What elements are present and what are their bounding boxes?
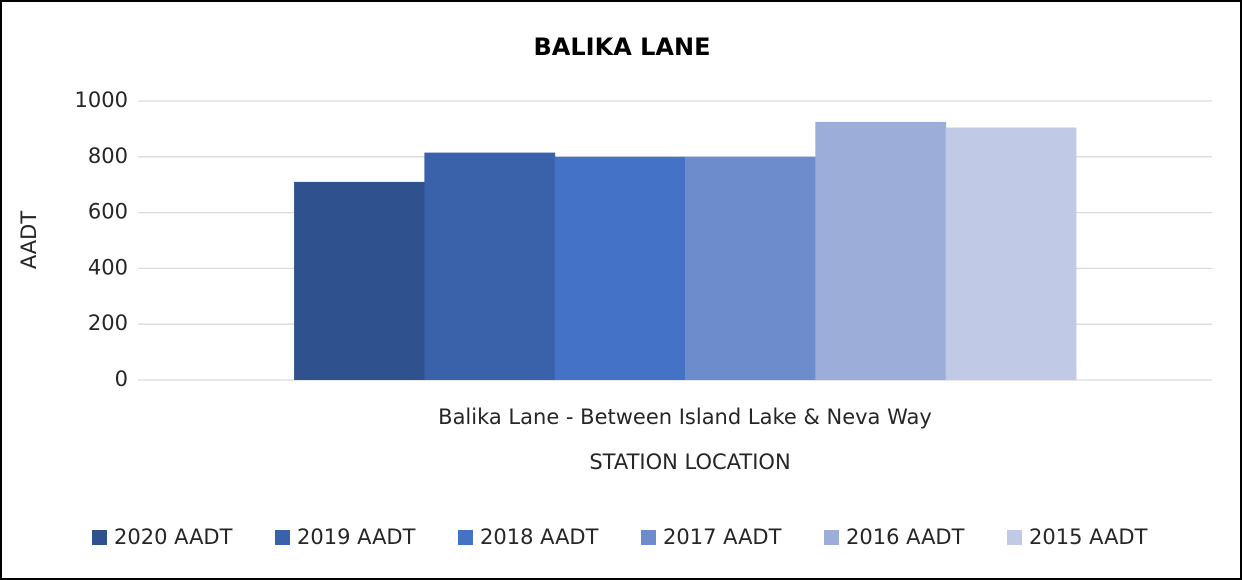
- bar: [424, 152, 556, 380]
- x-tick-label: Balika Lane - Between Island Lake & Neva…: [438, 405, 932, 429]
- legend-label: 2019 AADT: [297, 525, 416, 549]
- legend-label: 2017 AADT: [663, 525, 782, 549]
- legend-swatch: [824, 530, 839, 545]
- legend-swatch: [458, 530, 473, 545]
- legend-swatch: [92, 530, 107, 545]
- y-tick-label: 600: [88, 200, 128, 224]
- chart-title: BALIKA LANE: [534, 33, 711, 61]
- x-axis-title: STATION LOCATION: [589, 450, 790, 474]
- bar: [685, 156, 816, 380]
- bar: [554, 156, 686, 380]
- legend-label: 2016 AADT: [846, 525, 965, 549]
- y-tick-label: 200: [88, 311, 128, 335]
- legend-swatch: [275, 530, 290, 545]
- y-tick-label: 800: [88, 144, 128, 168]
- bar: [815, 121, 947, 381]
- legend-swatch: [641, 530, 656, 545]
- y-tick-label: 1000: [75, 88, 128, 112]
- bar: [945, 127, 1077, 380]
- bar: [294, 181, 425, 380]
- legend-swatch: [1007, 530, 1022, 545]
- y-tick-label: 0: [115, 367, 128, 391]
- legend-label: 2015 AADT: [1029, 525, 1148, 549]
- y-tick-label: 400: [88, 255, 128, 279]
- legend-label: 2018 AADT: [480, 525, 599, 549]
- legend-label: 2020 AADT: [114, 525, 233, 549]
- y-axis-title: AADT: [17, 211, 41, 269]
